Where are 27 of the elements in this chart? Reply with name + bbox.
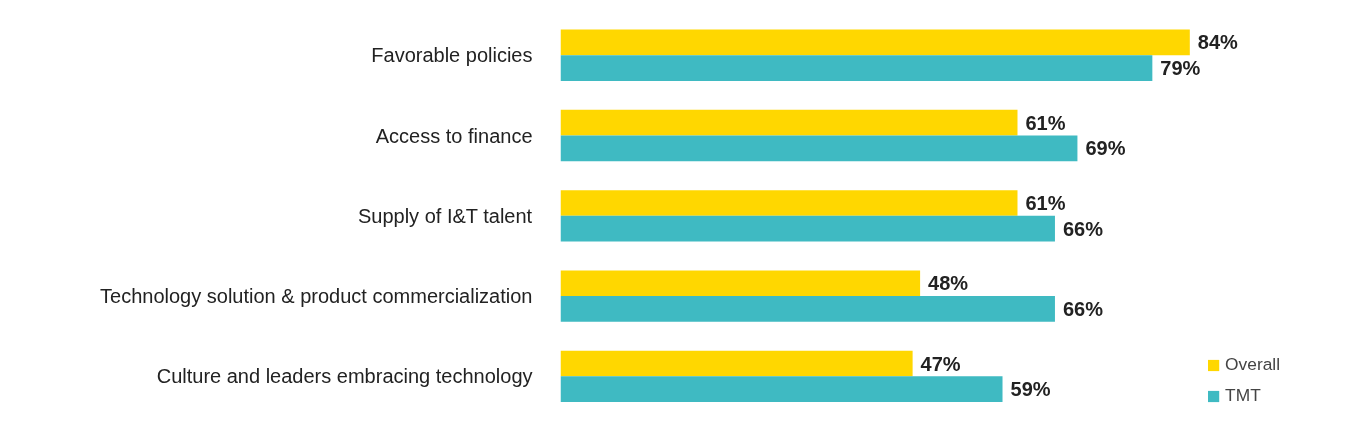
data-label: 59%: [1010, 378, 1051, 401]
data-label: 48%: [928, 272, 969, 295]
data-label: 47%: [920, 352, 961, 375]
bar: [560, 55, 1153, 81]
y-tick-label: Culture and leaders embracing technology: [156, 365, 533, 388]
data-label: 84%: [1197, 31, 1239, 54]
y-tick-label: Favorable policies: [371, 44, 533, 67]
bar: [560, 190, 1018, 216]
bar: [560, 29, 1190, 56]
data-label: 69%: [1085, 137, 1126, 160]
y-tick-label: Technology solution & product commercialization: [100, 285, 533, 308]
bar: [560, 109, 1018, 136]
data-label: 79%: [1160, 57, 1201, 80]
legend-label: TMT: [1225, 385, 1261, 406]
bar: [560, 215, 1055, 242]
y-tick-label: Supply of I&T talent: [357, 204, 533, 227]
bar: [560, 135, 1078, 162]
data-label: 66%: [1062, 217, 1104, 240]
bar: [560, 270, 921, 297]
data-label: 66%: [1062, 297, 1104, 320]
bar: [560, 350, 913, 377]
data-label: 61%: [1025, 111, 1066, 134]
y-tick-label: Access to finance: [375, 124, 533, 147]
bar: [560, 296, 1055, 322]
data-label: 61%: [1025, 191, 1066, 214]
legend-label: Overall: [1225, 354, 1280, 375]
bar: [560, 376, 1003, 403]
